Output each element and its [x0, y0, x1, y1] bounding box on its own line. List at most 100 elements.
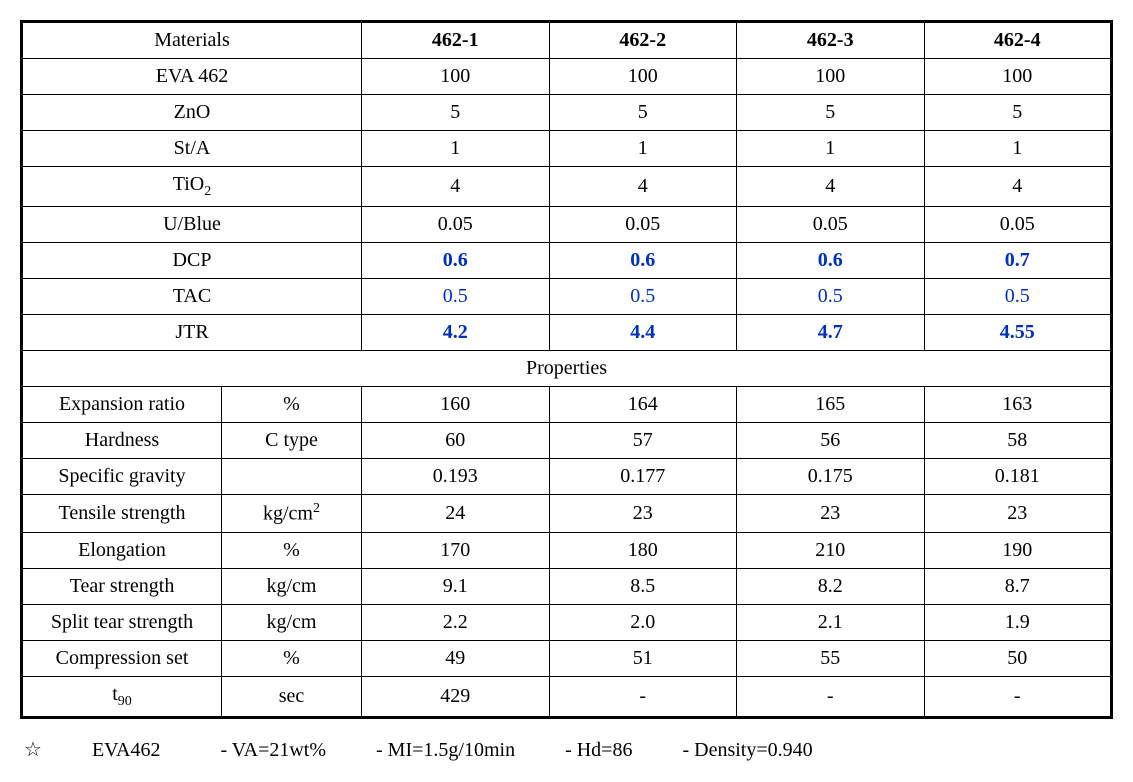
materials-properties-table: Materials462-1462-2462-3462-4EVA 4621001…	[20, 20, 1113, 719]
property-value: 0.177	[549, 459, 737, 495]
material-row: St/A1111	[22, 131, 1112, 167]
material-value: 4.7	[737, 315, 925, 351]
property-value: 23	[924, 495, 1112, 533]
property-row: HardnessC type60575658	[22, 423, 1112, 459]
material-value: 0.6	[549, 243, 737, 279]
property-value: 210	[737, 532, 925, 568]
material-name: JTR	[22, 315, 362, 351]
material-value: 5	[362, 95, 550, 131]
materials-header: Materials	[22, 22, 362, 59]
material-value: 0.05	[737, 207, 925, 243]
footnote-item: - VA=21wt%	[220, 739, 326, 762]
property-value: -	[737, 676, 925, 717]
material-value: 5	[737, 95, 925, 131]
property-value: 50	[924, 640, 1112, 676]
material-value: 0.5	[737, 279, 925, 315]
property-value: 51	[549, 640, 737, 676]
property-unit: C type	[222, 423, 362, 459]
property-row: Specific gravity0.1930.1770.1750.181	[22, 459, 1112, 495]
property-name: t90	[22, 676, 222, 717]
property-value: 0.181	[924, 459, 1112, 495]
property-row: Split tear strengthkg/cm2.22.02.11.9	[22, 604, 1112, 640]
col-header: 462-3	[737, 22, 925, 59]
material-value: 0.05	[549, 207, 737, 243]
property-name: Compression set	[22, 640, 222, 676]
property-value: 170	[362, 532, 550, 568]
property-row: Expansion ratio%160164165163	[22, 387, 1112, 423]
property-unit: kg/cm	[222, 568, 362, 604]
property-row: Compression set%49515550	[22, 640, 1112, 676]
property-value: 1.9	[924, 604, 1112, 640]
material-value: 5	[924, 95, 1112, 131]
property-value: 0.193	[362, 459, 550, 495]
material-name: TAC	[22, 279, 362, 315]
footnote-item: - MI=1.5g/10min	[376, 739, 515, 762]
material-name: ZnO	[22, 95, 362, 131]
material-value: 5	[549, 95, 737, 131]
material-row: ZnO5555	[22, 95, 1112, 131]
property-value: 49	[362, 640, 550, 676]
col-header: 462-4	[924, 22, 1112, 59]
footnote-item: - Hd=86	[565, 739, 632, 762]
material-value: 0.05	[924, 207, 1112, 243]
material-value: 4.4	[549, 315, 737, 351]
property-name: Tensile strength	[22, 495, 222, 533]
property-value: 58	[924, 423, 1112, 459]
material-value: 4	[549, 167, 737, 207]
property-value: 55	[737, 640, 925, 676]
property-value: 23	[737, 495, 925, 533]
property-unit	[222, 459, 362, 495]
material-row: JTR4.24.44.74.55	[22, 315, 1112, 351]
property-row: Elongation%170180210190	[22, 532, 1112, 568]
material-row: TiO24444	[22, 167, 1112, 207]
property-value: 9.1	[362, 568, 550, 604]
property-unit: %	[222, 387, 362, 423]
property-name: Expansion ratio	[22, 387, 222, 423]
material-value: 0.5	[924, 279, 1112, 315]
property-name: Specific gravity	[22, 459, 222, 495]
property-value: 160	[362, 387, 550, 423]
material-value: 1	[737, 131, 925, 167]
material-value: 1	[362, 131, 550, 167]
material-value: 0.5	[549, 279, 737, 315]
property-value: 8.7	[924, 568, 1112, 604]
material-row: DCP0.60.60.60.7	[22, 243, 1112, 279]
material-value: 4	[924, 167, 1112, 207]
material-name: St/A	[22, 131, 362, 167]
footnote: ☆ EVA462 - VA=21wt% - MI=1.5g/10min - Hd…	[20, 737, 1113, 762]
property-value: 23	[549, 495, 737, 533]
footnote-star: ☆	[24, 737, 42, 762]
property-name: Elongation	[22, 532, 222, 568]
material-value: 1	[924, 131, 1112, 167]
property-row: Tensile strengthkg/cm224232323	[22, 495, 1112, 533]
material-name: U/Blue	[22, 207, 362, 243]
property-row: t90sec429---	[22, 676, 1112, 717]
material-value: 0.05	[362, 207, 550, 243]
property-value: 56	[737, 423, 925, 459]
material-row: TAC0.50.50.50.5	[22, 279, 1112, 315]
property-unit: %	[222, 532, 362, 568]
material-value: 4	[362, 167, 550, 207]
material-value: 0.6	[737, 243, 925, 279]
property-row: Tear strengthkg/cm9.18.58.28.7	[22, 568, 1112, 604]
header-row: Materials462-1462-2462-3462-4	[22, 22, 1112, 59]
material-value: 4.2	[362, 315, 550, 351]
property-value: 2.2	[362, 604, 550, 640]
property-value: 190	[924, 532, 1112, 568]
property-value: -	[549, 676, 737, 717]
property-value: 163	[924, 387, 1112, 423]
properties-header-row: Properties	[22, 351, 1112, 387]
property-value: 164	[549, 387, 737, 423]
material-value: 0.5	[362, 279, 550, 315]
property-unit: kg/cm	[222, 604, 362, 640]
material-value: 100	[924, 59, 1112, 95]
property-value: 180	[549, 532, 737, 568]
property-value: 57	[549, 423, 737, 459]
footnote-lead: EVA462	[92, 739, 161, 762]
property-value: 2.1	[737, 604, 925, 640]
material-value: 1	[549, 131, 737, 167]
property-name: Hardness	[22, 423, 222, 459]
material-value: 0.7	[924, 243, 1112, 279]
property-name: Tear strength	[22, 568, 222, 604]
material-row: U/Blue0.050.050.050.05	[22, 207, 1112, 243]
